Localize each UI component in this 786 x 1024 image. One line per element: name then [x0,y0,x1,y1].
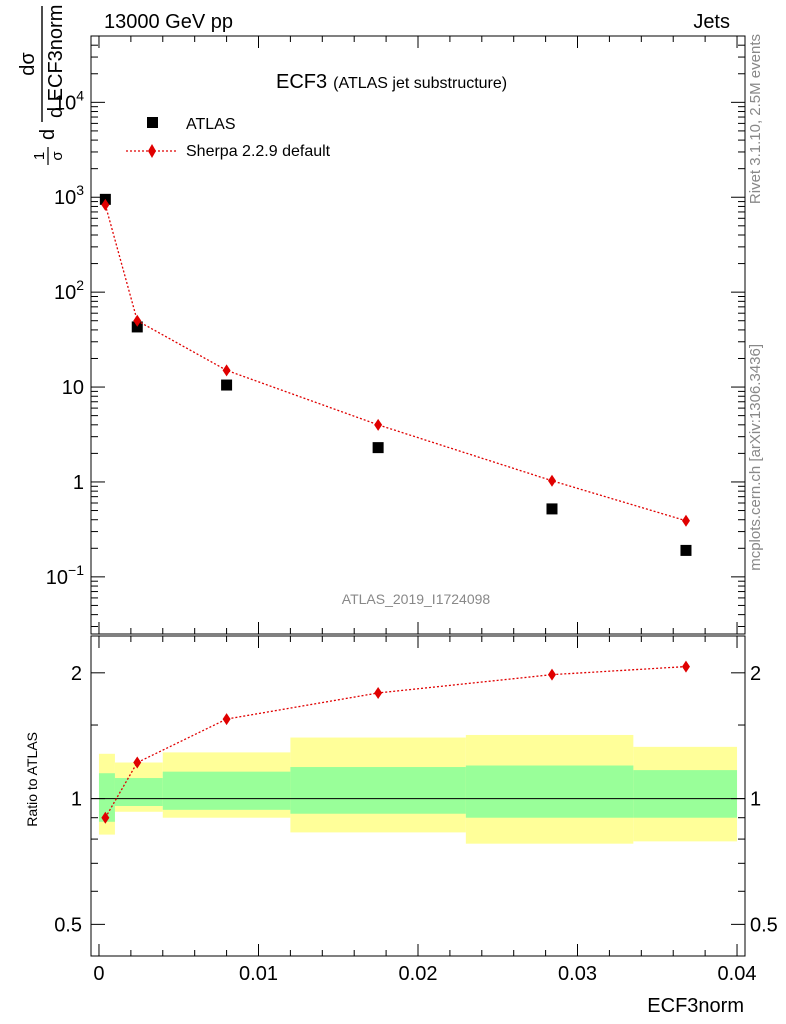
title-sub: (ATLAS jet substructure) [333,75,507,92]
sherpa-ratio-point-3 [374,686,383,699]
x-tick-label-2: 0.02 [399,963,438,985]
y-tick-label-base-3: 10 [54,282,76,304]
x-tick-label-0: 0 [93,963,104,985]
header-left: 13000 GeV pp [104,11,233,33]
legend-label-sherpa: Sherpa 2.2.9 default [186,143,331,160]
analysis-tag: ATLAS_2019_I1724098 [342,591,491,607]
ratio-bands [91,734,745,844]
legend: ATLAS Sherpa 2.2.9 default [126,116,331,160]
atlas-point-3 [372,442,384,454]
y-tick-label-exp-3: 2 [76,277,84,293]
header-right: Jets [693,11,730,33]
ratio-y-tick-label-left-0: 0.5 [54,914,82,936]
ratio-y-tick-label-right-1: 1 [750,789,761,811]
rivet-label: Rivet 3.1.10, 2.5M events [747,34,764,204]
ratio-band-green-2 [162,771,291,810]
ratio-band-green-5 [633,770,738,818]
y-tick-label-base-2: 10 [62,377,84,399]
sherpa-point-2 [222,364,231,377]
y-tick-label-base-4: 10 [54,187,76,209]
legend-label-atlas: ATLAS [186,116,236,133]
sherpa-point-5 [681,514,690,527]
mcplots-label: mcplots.cern.ch [arXiv:1306.3436] [747,344,764,571]
y-axis-label-d1: d [37,129,59,140]
x-tick-label-1: 0.01 [239,963,278,985]
chart-title: ECF3 (ATLAS jet substructure) [276,71,507,93]
ratio-band-green-3 [290,767,466,814]
legend-marker-atlas [147,117,158,128]
panel-frames [90,35,746,957]
ratio-band-green-4 [465,765,634,818]
sherpa-point-1 [133,314,142,327]
sherpa-ratio-point-1 [133,756,142,769]
y-tick-label-3: 102 [54,277,84,304]
ratio-y-tick-label-left-2: 2 [71,663,82,685]
x-axis-label: ECF3norm [647,995,744,1017]
sherpa-ratio-point-5 [681,660,690,673]
y-tick-label-4: 103 [54,182,84,209]
ratio-y-axis-label: Ratio to ATLAS [24,732,40,827]
sherpa-ratio-line [104,665,687,819]
y-tick-label-base-0: 10 [46,567,68,589]
series-layer [99,193,692,824]
y-axis-label-sigma: σ [49,151,66,161]
atlas-point-5 [680,544,692,556]
ratio-y-tick-label-left-1: 1 [71,789,82,811]
ratio-band-green-1 [114,778,163,807]
sherpa-ratio-point-4 [547,668,556,681]
ratio-band-green-0 [98,773,115,822]
sherpa-ratio-point-0 [101,811,110,824]
sherpa-point-3 [374,418,383,431]
sherpa-point-4 [547,474,556,487]
y-tick-label-exp-0: −1 [68,562,84,578]
atlas-point-2 [221,379,233,391]
ratio-y-tick-label-right-2: 2 [750,663,761,685]
y-tick-label-0: 10−1 [46,562,84,589]
atlas-point-1 [131,321,143,333]
y-tick-label-5: 104 [54,87,84,114]
legend-marker-sherpa [148,144,156,158]
sherpa-line [104,204,687,522]
sherpa-ratio-point-2 [222,713,231,726]
y-tick-label-exp-5: 4 [76,87,84,103]
x-tick-label-4: 0.04 [718,963,757,985]
title-main: ECF3 [276,71,327,93]
ratio-y-tick-label-right-0: 0.5 [750,914,778,936]
y-tick-label-1: 1 [73,472,84,494]
y-tick-label-exp-4: 3 [76,182,84,198]
y-axis-label: 1 σ d dσ d ECF3norm [17,5,67,165]
y-tick-label-2: 10 [62,377,84,399]
y-axis-label-denominator: d ECF3norm [45,5,67,118]
sherpa-point-0 [101,198,110,211]
atlas-point-4 [546,503,558,515]
x-tick-label-3: 0.03 [558,963,597,985]
y-tick-label-base-1: 1 [73,472,84,494]
y-axis-label-dsigma: dσ [17,52,39,76]
y-axis-label-one: 1 [31,152,48,160]
y-tick-label-base-5: 10 [54,92,76,114]
